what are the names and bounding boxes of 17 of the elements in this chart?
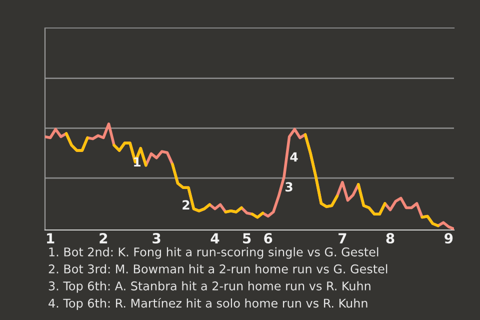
x-tick-label: 4	[210, 233, 220, 244]
annotation: 3	[285, 182, 292, 192]
x-tick-label: 6	[264, 233, 272, 244]
x-tick-label: 1	[47, 233, 54, 244]
text: 1. Bot 2nd: K. Fong hit a run-scoring single vs G. Gestel	[49, 247, 378, 259]
x-tick-label: 5	[243, 233, 251, 244]
text: 3. Top 6th: A. Stanbra hit a 2-run home run vs R. Kuhn	[48, 281, 370, 293]
x-tick-label: 9	[444, 233, 453, 244]
text: 2. Bot 3rd: M. Bowman hit a 2-run home run vs G. Gestel	[48, 264, 388, 274]
x-tick-label: 2	[100, 233, 108, 244]
text: 4. Top 6th: R. Martínez hit a solo home run vs R. Kuhn	[48, 298, 368, 310]
x-tick-label: 3	[152, 233, 160, 244]
annotation: 1	[134, 157, 140, 166]
annotation: 2	[182, 200, 190, 210]
x-tick-label: 8	[386, 233, 394, 244]
x-tick-label: 7	[338, 233, 346, 244]
annotation: 4	[290, 152, 298, 162]
